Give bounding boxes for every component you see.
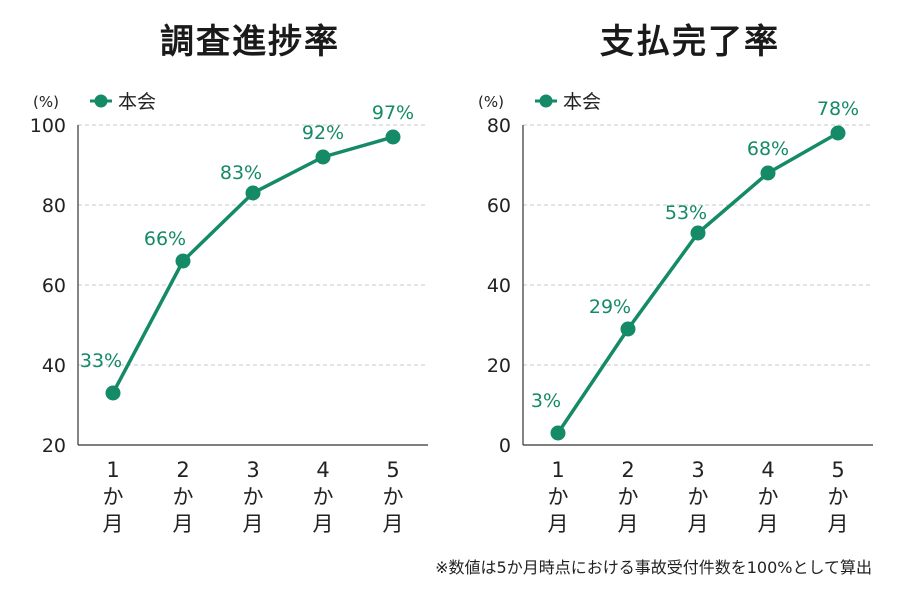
chart1-y-tick-label: 80	[42, 195, 66, 217]
chart2-x-tick-label: か	[828, 485, 849, 509]
chart2-y-tick-label: 60	[487, 195, 511, 217]
chart2-y-tick-label: 20	[487, 355, 511, 377]
chart2-x-tick-label: か	[758, 485, 779, 509]
chart1-data-point	[315, 149, 331, 165]
chart2-unit-label: (%)	[478, 93, 504, 111]
chart2-x-tick-label: 月	[758, 512, 779, 536]
chart2-data-point	[620, 321, 636, 337]
chart2-data-label: 29%	[589, 296, 631, 318]
chart2-x-tick-label: 1	[551, 458, 564, 482]
chart1-x-tick-label: か	[103, 485, 124, 509]
chart2-data-point	[550, 425, 566, 441]
chart2-data-label: 3%	[531, 390, 561, 412]
chart1-data-label: 83%	[220, 162, 262, 184]
chart2-data-label: 68%	[747, 138, 789, 160]
chart1-x-tick-label: 月	[313, 512, 334, 536]
chart1-data-point	[385, 129, 401, 145]
chart2-x-tick-label: か	[688, 485, 709, 509]
chart2-x-tick-label: 5	[831, 458, 844, 482]
chart1-x-tick-label: 月	[243, 512, 264, 536]
chart1-x-tick-label: か	[243, 485, 264, 509]
chart2-x-tick-label: 月	[828, 512, 849, 536]
chart1-data-point	[105, 385, 121, 401]
footnote: ※数値は5か月時点における事故受付件数を100%として算出	[435, 558, 872, 577]
chart1-x-tick-label: 5	[386, 458, 399, 482]
chart1-data-label: 66%	[144, 228, 186, 250]
chart2-data-label: 53%	[665, 202, 707, 224]
chart2-data-label: 78%	[817, 98, 859, 120]
chart2-y-tick-label: 40	[487, 275, 511, 297]
chart1-x-tick-label: 月	[383, 512, 404, 536]
chart2-x-tick-label: 月	[548, 512, 569, 536]
chart1-unit-label: (%)	[33, 93, 59, 111]
chart2-x-tick-label: か	[548, 485, 569, 509]
chart2-x-tick-label: か	[618, 485, 639, 509]
chart1-x-tick-label: 1	[106, 458, 119, 482]
chart2-data-point	[760, 165, 776, 181]
chart1-y-tick-label: 100	[30, 115, 66, 137]
chart1-data-point	[175, 253, 191, 269]
chart2-y-tick-label: 0	[499, 435, 511, 457]
chart1-legend-label: 本会	[118, 91, 156, 113]
chart2-series-line	[556, 131, 839, 434]
chart1-x-tick-label: か	[173, 485, 194, 509]
chart1-data-label: 97%	[372, 102, 414, 124]
chart1-legend-marker	[94, 94, 108, 108]
chart-title-payment-completion: 支払完了率	[600, 22, 780, 62]
chart1-x-tick-label: 月	[173, 512, 194, 536]
chart2-x-tick-label: 月	[688, 512, 709, 536]
chart2-x-tick-label: 2	[621, 458, 634, 482]
chart2-legend-marker	[539, 94, 553, 108]
chart1-x-tick-label: 月	[103, 512, 124, 536]
chart2-x-tick-label: 4	[761, 458, 774, 482]
chart2-y-tick-label: 80	[487, 115, 511, 137]
chart2-data-point	[830, 125, 846, 141]
chart1-x-tick-label: 2	[176, 458, 189, 482]
chart2-data-point	[690, 225, 706, 241]
chart1-data-label: 33%	[80, 350, 122, 372]
chart1-x-tick-label: 4	[316, 458, 329, 482]
chart1-y-tick-label: 20	[42, 435, 66, 457]
chart1-data-point	[245, 185, 261, 201]
chart-title-survey-progress: 調査進捗率	[160, 22, 340, 62]
chart1-x-tick-label: か	[313, 485, 334, 509]
chart1-x-tick-label: か	[383, 485, 404, 509]
chart2-x-tick-label: 月	[618, 512, 639, 536]
chart2-x-tick-label: 3	[691, 458, 704, 482]
chart1-x-tick-label: 3	[246, 458, 259, 482]
chart1-y-tick-label: 40	[42, 355, 66, 377]
chart1-y-tick-label: 60	[42, 275, 66, 297]
chart1-data-label: 92%	[302, 122, 344, 144]
chart2-legend-label: 本会	[563, 91, 601, 113]
